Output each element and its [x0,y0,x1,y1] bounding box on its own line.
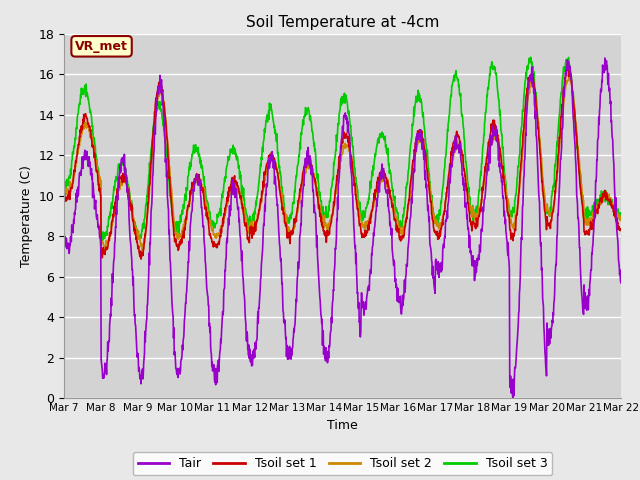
Tsoil set 2 [502,190,509,196]
Tair [509,396,516,401]
X-axis label: Time: Time [327,419,358,432]
Tsoil set 1 [137,256,145,262]
Tsoil set 1 [617,228,625,233]
Tsoil set 1 [60,190,68,196]
Tair [170,352,178,358]
Tsoil set 1 [246,229,254,235]
Tsoil set 3 [246,221,254,227]
Title: Soil Temperature at -4cm: Soil Temperature at -4cm [246,15,439,30]
Tsoil set 3 [617,210,625,216]
Y-axis label: Temperature (C): Temperature (C) [20,165,33,267]
Line: Tsoil set 1: Tsoil set 1 [64,69,621,259]
Tsoil set 3 [184,173,192,179]
Tair [601,55,609,61]
Tsoil set 1 [171,239,179,245]
Tsoil set 2 [246,223,254,229]
Tsoil set 2 [60,187,68,192]
Tsoil set 2 [171,224,179,229]
Tsoil set 3 [502,180,509,186]
Tsoil set 3 [60,180,68,186]
Tsoil set 1 [429,219,437,225]
Tair [60,235,68,241]
Line: Tsoil set 3: Tsoil set 3 [64,57,621,243]
Tsoil set 2 [617,217,625,223]
Tsoil set 2 [429,211,437,216]
Legend: Tair, Tsoil set 1, Tsoil set 2, Tsoil set 3: Tair, Tsoil set 1, Tsoil set 2, Tsoil se… [132,452,552,475]
Line: Tair: Tair [64,58,621,398]
Tair [617,280,625,286]
Tair [246,353,254,359]
Tair [429,263,436,269]
Tsoil set 1 [184,203,192,208]
Tsoil set 2 [551,192,559,197]
Tsoil set 3 [552,164,559,169]
Tsoil set 1 [551,188,559,194]
Tsoil set 2 [138,248,146,253]
Tsoil set 2 [184,205,192,211]
Tsoil set 3 [429,211,437,216]
Tair [184,268,191,274]
Tsoil set 3 [99,240,106,246]
Text: VR_met: VR_met [75,40,128,53]
Tair [502,216,509,222]
Tsoil set 3 [171,228,179,234]
Tsoil set 1 [564,66,572,72]
Tsoil set 1 [502,195,509,201]
Line: Tsoil set 2: Tsoil set 2 [64,73,621,251]
Tsoil set 2 [566,71,573,76]
Tsoil set 3 [527,54,534,60]
Tair [551,274,559,279]
